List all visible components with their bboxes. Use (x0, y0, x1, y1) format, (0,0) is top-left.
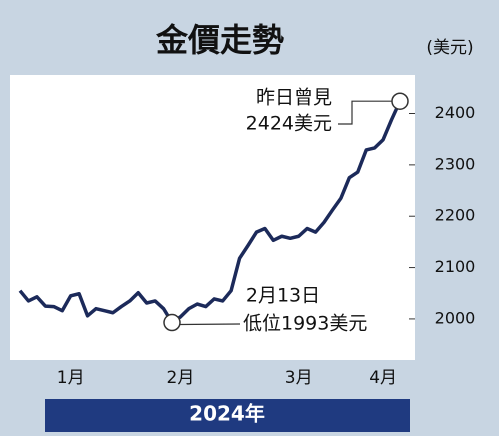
x-tick-label: 2月 (167, 368, 195, 388)
y-tick-label: 2300 (435, 154, 476, 173)
y-tick-label: 2200 (435, 206, 476, 225)
annotation: 昨日曾見 (256, 87, 332, 109)
x-axis-label: 2024年 (189, 402, 265, 426)
highlight-point (163, 313, 181, 332)
highlight-point (391, 92, 409, 110)
x-tick-label: 3月 (285, 368, 313, 388)
y-tick-label: 2100 (435, 257, 476, 276)
leader-line (338, 100, 392, 125)
annotation: 2月13日 (246, 285, 320, 307)
x-tick-label: 4月 (369, 368, 397, 388)
annotation: 低位1993美元 (243, 313, 367, 335)
leader-line (179, 323, 241, 326)
x-tick-label: 1月 (57, 368, 85, 388)
annotation: 2424美元 (246, 113, 332, 135)
y-tick-label: 2000 (435, 308, 476, 327)
plot-area (10, 75, 415, 360)
unit-label: (美元) (426, 38, 473, 58)
chart-title: 金價走勢 (155, 21, 284, 59)
y-tick-label: 2400 (435, 103, 476, 122)
line (18, 100, 402, 325)
year-bar (45, 399, 410, 432)
